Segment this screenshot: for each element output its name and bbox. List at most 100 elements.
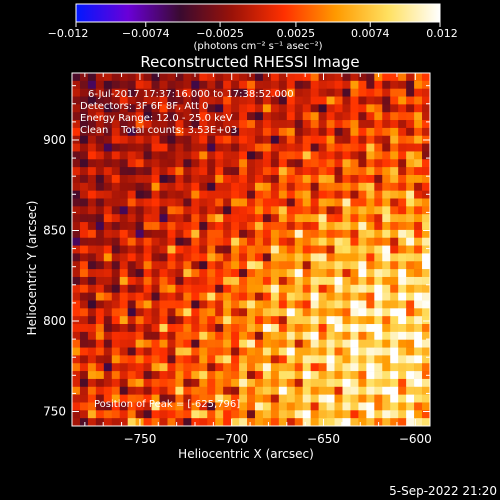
heatmap-cell <box>103 300 113 309</box>
heatmap-cell <box>390 222 399 231</box>
heatmap-cell <box>79 104 89 113</box>
heatmap-cell <box>310 135 319 144</box>
heatmap-cell <box>286 292 296 301</box>
heatmap-cell <box>278 402 288 411</box>
heatmap-cell <box>159 214 168 223</box>
heatmap-cell <box>406 316 415 325</box>
heatmap-cell <box>135 135 144 144</box>
heatmap-cell <box>79 159 89 168</box>
heatmap-cell <box>262 292 272 301</box>
heatmap-cell <box>398 80 407 90</box>
heatmap-cell <box>231 73 240 82</box>
heatmap-cell <box>223 112 232 121</box>
heatmap-cell <box>382 300 391 309</box>
heatmap-cell <box>119 276 129 286</box>
heatmap-cell <box>191 386 200 395</box>
heatmap-cell <box>262 386 272 395</box>
heatmap-cell <box>318 308 327 317</box>
heatmap-cell <box>119 237 129 246</box>
heatmap-cell <box>111 378 121 388</box>
heatmap-cell <box>159 88 168 97</box>
heatmap-cell <box>406 339 415 348</box>
heatmap-cell <box>318 190 327 199</box>
heatmap-cell <box>183 402 192 411</box>
heatmap-cell <box>310 159 319 168</box>
heatmap-cell <box>366 276 375 286</box>
heatmap-cell <box>406 104 415 113</box>
heatmap-cell <box>398 402 407 411</box>
heatmap-cell <box>72 355 81 364</box>
heatmap-cell <box>286 378 296 388</box>
heatmap-cell <box>318 253 327 262</box>
heatmap-cell <box>207 159 216 168</box>
heatmap-cell <box>183 159 192 168</box>
heatmap-cell <box>151 371 160 380</box>
heatmap-cell <box>72 127 81 137</box>
heatmap-cell <box>239 308 248 317</box>
heatmap-cell <box>390 159 399 168</box>
heatmap-cell <box>358 324 367 333</box>
heatmap-cell <box>270 402 280 411</box>
heatmap-cell <box>72 347 81 356</box>
heatmap-cell <box>143 363 152 372</box>
heatmap-cell <box>294 402 304 411</box>
heatmap-cell <box>215 386 224 395</box>
heatmap-cell <box>135 253 144 262</box>
heatmap-cell <box>72 394 81 403</box>
heatmap-cell <box>422 394 430 403</box>
heatmap-cell <box>366 402 375 411</box>
heatmap-cell <box>167 112 176 121</box>
heatmap-cell <box>366 104 375 113</box>
heatmap-cell <box>247 331 256 341</box>
heatmap-cell <box>294 276 304 286</box>
heatmap-cell <box>406 167 415 176</box>
heatmap-cell <box>159 229 168 239</box>
heatmap-cell <box>366 174 375 184</box>
heatmap-cell <box>342 347 351 356</box>
heatmap-cell <box>175 253 184 262</box>
heatmap-cell <box>119 135 129 144</box>
heatmap-cell <box>286 198 296 207</box>
heatmap-cell <box>199 308 208 317</box>
heatmap-cell <box>302 222 312 231</box>
heatmap-cell <box>294 394 304 403</box>
heatmap-cell <box>326 269 335 278</box>
heatmap-cell <box>398 190 407 199</box>
heatmap-cell <box>310 88 319 97</box>
heatmap-cell <box>254 174 264 184</box>
heatmap-cell <box>350 276 359 286</box>
heatmap-cell <box>135 88 144 97</box>
x-axis: −750 −700 −650 −600 <box>84 73 432 446</box>
heatmap-cell <box>72 206 81 215</box>
heatmap-cell <box>294 229 304 239</box>
heatmap-cell <box>135 112 144 121</box>
heatmap-cell <box>199 182 208 192</box>
heatmap-cell <box>231 104 240 113</box>
heatmap-cell <box>390 308 399 317</box>
heatmap-cell <box>382 112 391 121</box>
heatmap-cell <box>278 104 288 113</box>
heatmap-cell <box>334 292 343 301</box>
heatmap-cell <box>191 378 200 388</box>
colorbar-tick-label: −0.0074 <box>122 27 170 40</box>
heatmap-cell <box>175 198 184 207</box>
heatmap-cell <box>239 214 248 223</box>
heatmap-cell <box>143 174 152 184</box>
heatmap-cell <box>87 143 97 152</box>
heatmap-cell <box>294 378 304 388</box>
heatmap-cell <box>278 316 288 325</box>
heatmap-cell <box>350 402 359 411</box>
heatmap-cell <box>72 284 81 293</box>
heatmap-cell <box>398 222 407 231</box>
heatmap-cell <box>87 167 97 176</box>
heatmap-cell <box>262 214 272 223</box>
heatmap-cell <box>127 276 136 286</box>
heatmap-cell <box>199 190 208 199</box>
heatmap-cell <box>223 308 232 317</box>
heatmap-cell <box>358 174 367 184</box>
heatmap-cell <box>326 96 335 105</box>
heatmap-cell <box>143 151 152 160</box>
heatmap-cell <box>398 135 407 144</box>
heatmap-cell <box>151 159 160 168</box>
heatmap-cell <box>199 120 208 129</box>
